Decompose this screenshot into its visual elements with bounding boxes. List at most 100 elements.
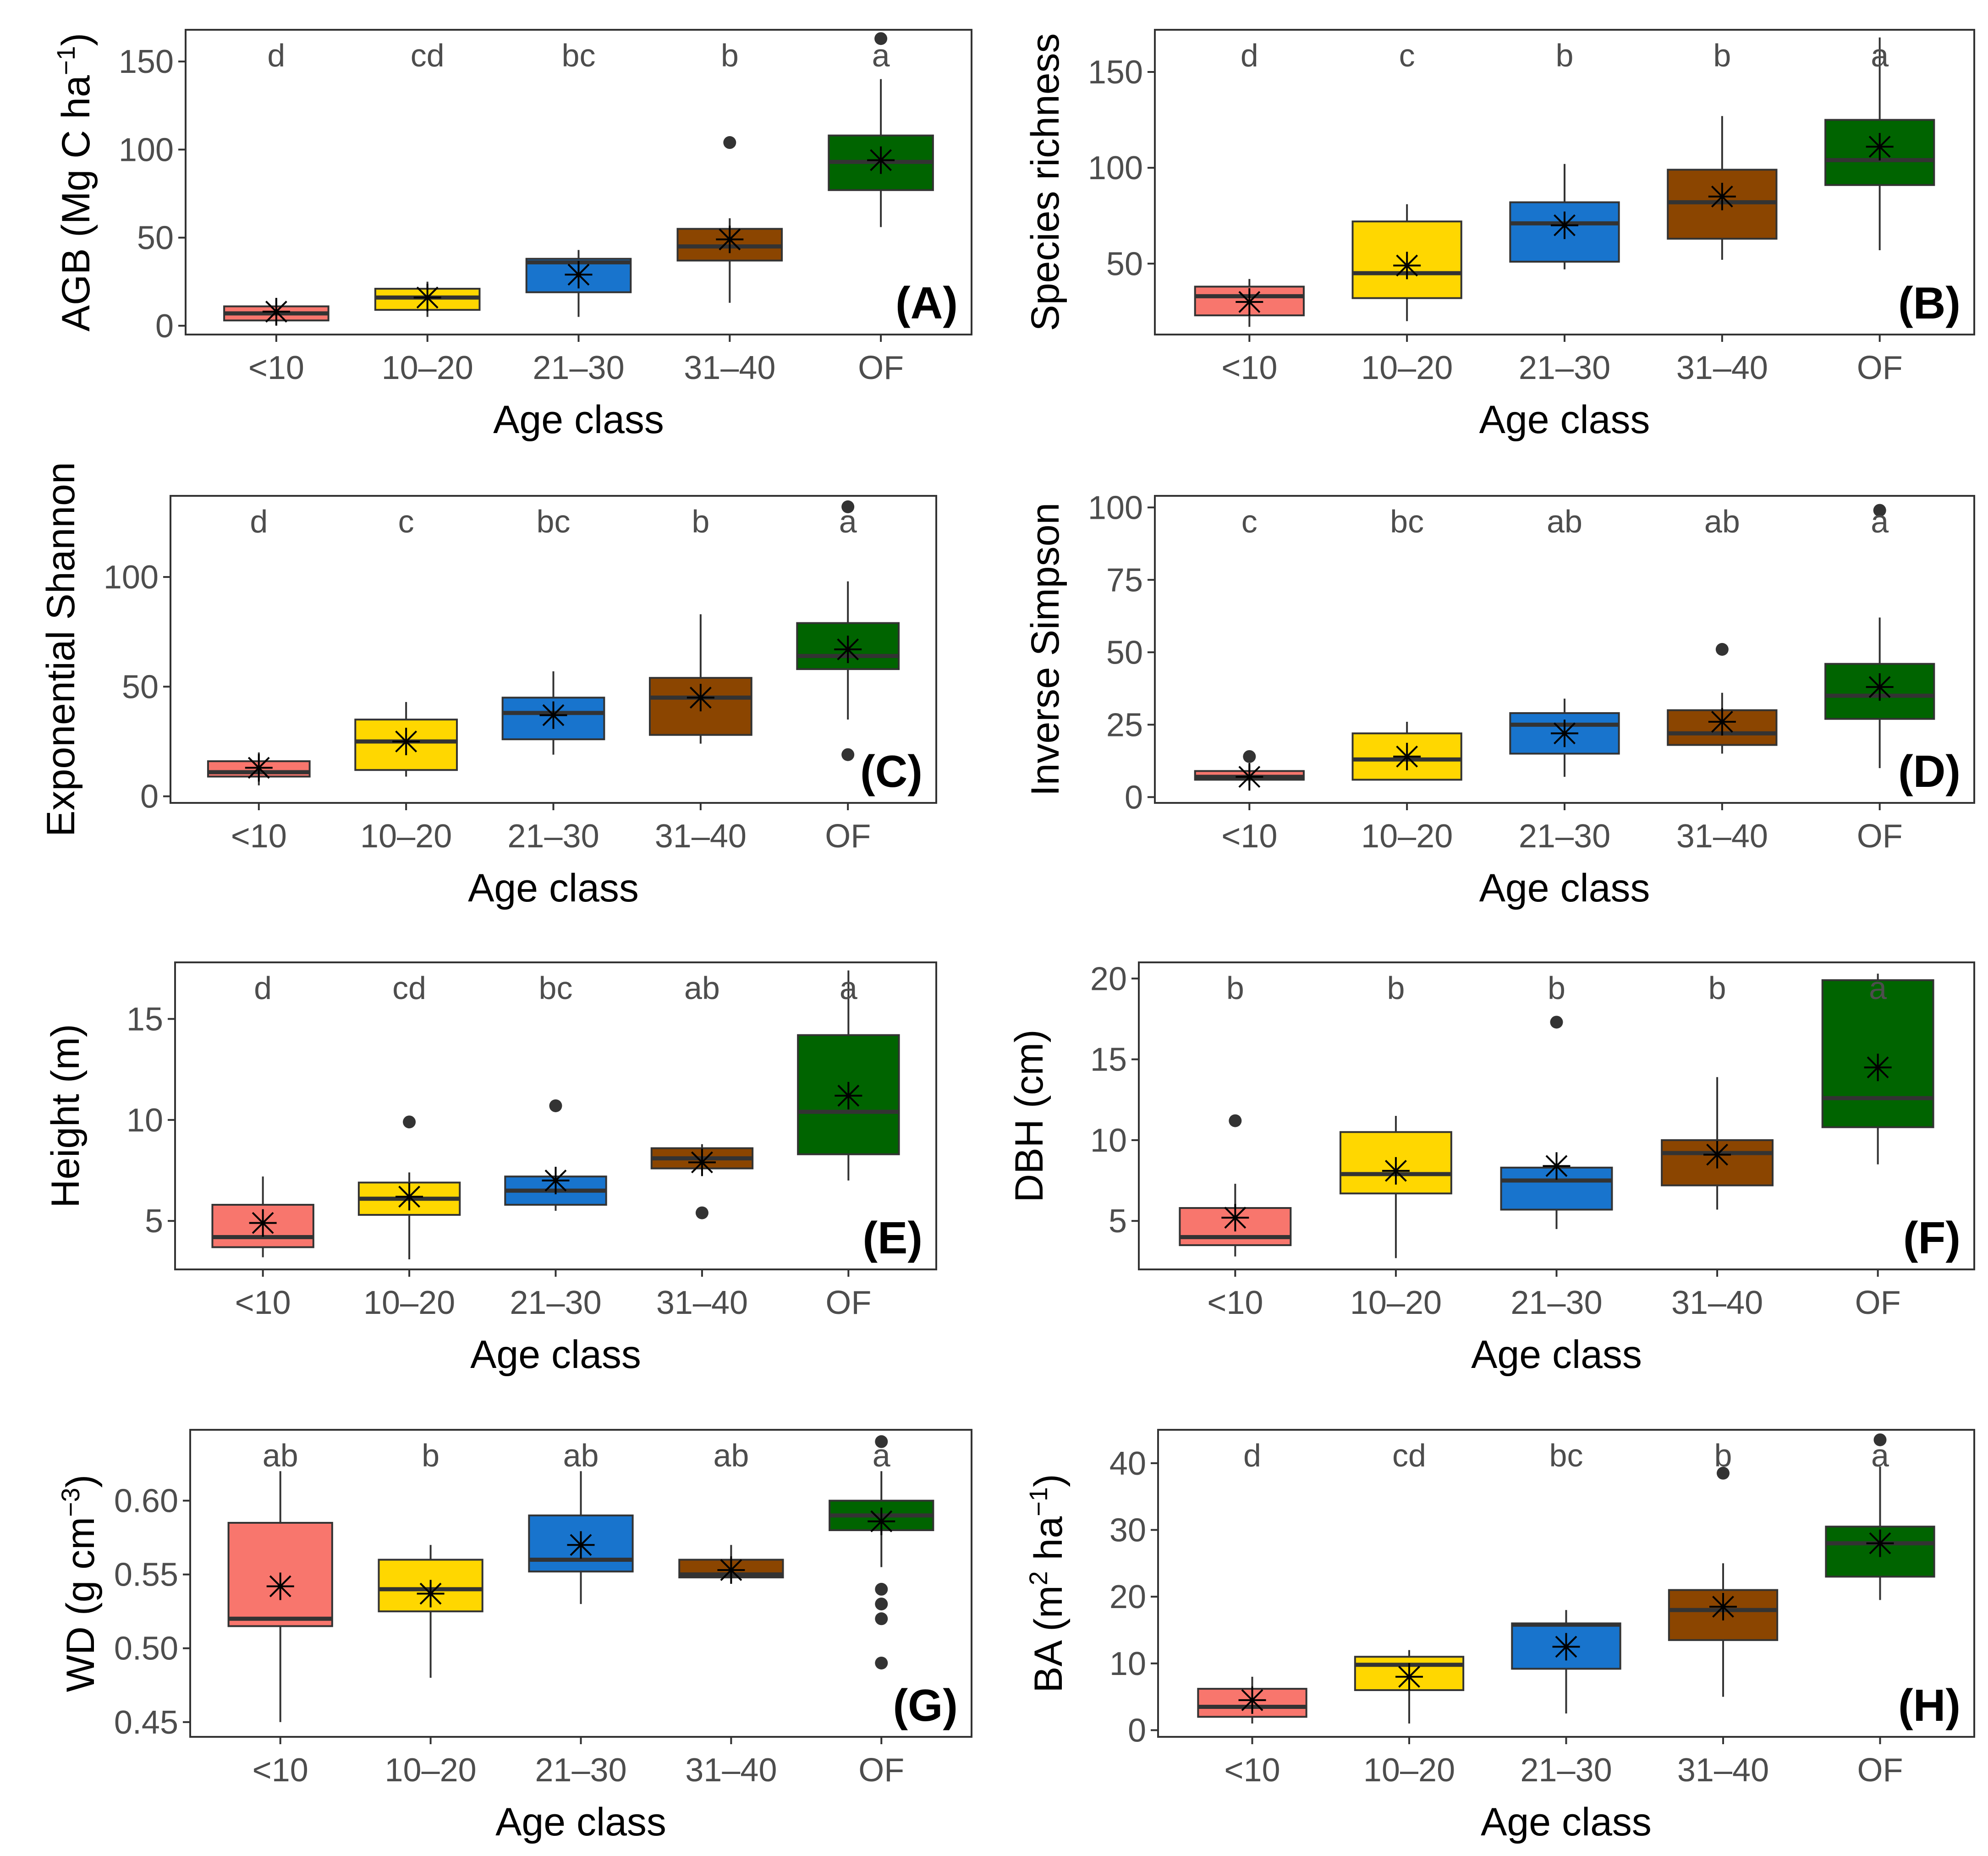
significance-letter: a [872,38,890,73]
mean-marker [688,1148,716,1176]
significance-letter: d [1241,38,1258,73]
y-tick-label: 100 [119,132,174,168]
y-tick-label: 0 [1128,1712,1146,1749]
outlier-point [1550,1016,1563,1029]
mean-stroke [419,1582,442,1605]
x-axis-title: Age class [1479,866,1650,910]
outlier-point [841,748,855,761]
y-axis-title: AGB (Mg C ha−1) [51,33,98,332]
mean-marker [1866,133,1894,161]
x-axis-title: Age class [1481,1800,1652,1844]
mean-marker [565,261,593,289]
y-axis-title: Species richness [1023,33,1067,331]
mean-marker [1236,288,1263,316]
y-tick-label: 20 [1109,1579,1146,1615]
mean-marker [717,1556,745,1584]
significance-letter: a [1871,504,1889,539]
x-tick-label: OF [1857,818,1903,855]
y-tick-label: 0.45 [114,1704,178,1741]
mean-marker [834,636,862,663]
box-4: ab [1667,504,1778,754]
outlier-point [1715,643,1729,656]
box-5: a [1825,1433,1935,1600]
y-tick-label: 100 [1088,489,1143,526]
box-1: d [211,970,314,1257]
mean-stroke [837,1085,860,1107]
box-5: a [797,970,900,1181]
mean-stroke [1555,1636,1577,1658]
y-axis-title: WD (g cm−3) [56,1475,103,1692]
outlier-point [875,1656,888,1669]
significance-letter: a [1869,970,1887,1006]
y-tick-label: 150 [1088,54,1143,91]
outlier-point [875,1612,888,1625]
y-tick-label: 15 [1090,1042,1127,1078]
significance-letter: c [1241,504,1258,539]
mean-stroke [570,1534,592,1556]
mean-stroke [1867,1056,1889,1079]
panel-2: 50 100 150 <10 10–20 21–30 31–40 OF d c b b a (B) Age … [1023,29,1975,442]
x-axis-title: Age class [495,1800,666,1844]
y-tick-label: 10 [126,1102,163,1139]
outlier-point [549,1099,562,1112]
x-axis-title: Age class [468,866,639,910]
x-tick-label: 10–20 [1363,1752,1455,1789]
y-tick-label: 0 [1125,779,1143,816]
y-axis-title: DBH (cm) [1007,1029,1051,1202]
x-tick-label: <10 [1221,818,1277,855]
mean-stroke [1711,185,1733,208]
box-5: a [1824,504,1935,769]
x-tick-label: <10 [1221,350,1277,386]
y-tick-label: 5 [1109,1203,1127,1240]
significance-letter: b [721,38,739,73]
mean-marker [266,1572,294,1600]
y-tick-label: 10 [1090,1122,1127,1159]
significance-letter: d [250,504,268,539]
mean-stroke [252,1212,274,1234]
significance-letter: ab [713,1438,749,1473]
outlier-point [875,1435,888,1448]
y-tick-label: 0.55 [114,1557,178,1593]
significance-letter: bc [1549,1438,1583,1473]
significance-letter: b [1548,970,1565,1006]
mean-stroke [265,301,287,323]
box-4: ab [650,970,754,1219]
x-tick-label: OF [858,1752,904,1789]
y-tick-label: 50 [1106,246,1143,282]
mean-stroke [269,1575,291,1598]
mean-marker [1866,1529,1894,1557]
x-tick-label: <10 [1207,1285,1263,1321]
mean-stroke [1396,745,1418,768]
x-tick-label: OF [1857,1752,1903,1789]
box-1: d [1197,1438,1307,1724]
mean-marker [1395,1663,1423,1691]
mean-stroke [689,686,712,709]
y-tick-label: 5 [145,1203,163,1240]
significance-letter: b [1556,38,1574,73]
y-tick-label: 20 [1090,961,1127,997]
significance-letter: b [1226,970,1244,1006]
box-1: c [1194,504,1305,791]
mean-stroke [1868,136,1891,158]
box-3: b [1500,970,1613,1229]
x-tick-label: 31–40 [1677,1752,1769,1789]
mean-stroke [398,1186,420,1208]
outlier-point [403,1115,416,1129]
mean-marker [542,1167,570,1195]
x-tick-label: 31–40 [684,350,775,386]
y-tick-label: 25 [1106,707,1143,743]
mean-stroke [1711,711,1733,733]
mean-marker [835,1082,862,1109]
outlier-point [723,136,736,149]
box-3: bc [1511,1438,1621,1714]
box-5: a [829,1435,934,1669]
significance-letter: cd [392,970,426,1006]
x-tick-label: 10–20 [1361,350,1453,386]
y-tick-label: 0.60 [114,1483,178,1520]
outlier-point [875,1582,888,1596]
x-tick-label: 10–20 [1350,1285,1442,1321]
mean-stroke [1712,1596,1734,1618]
significance-letter: a [1871,1438,1889,1473]
y-tick-label: 50 [1106,634,1143,671]
x-axis-title: Age class [470,1333,641,1377]
